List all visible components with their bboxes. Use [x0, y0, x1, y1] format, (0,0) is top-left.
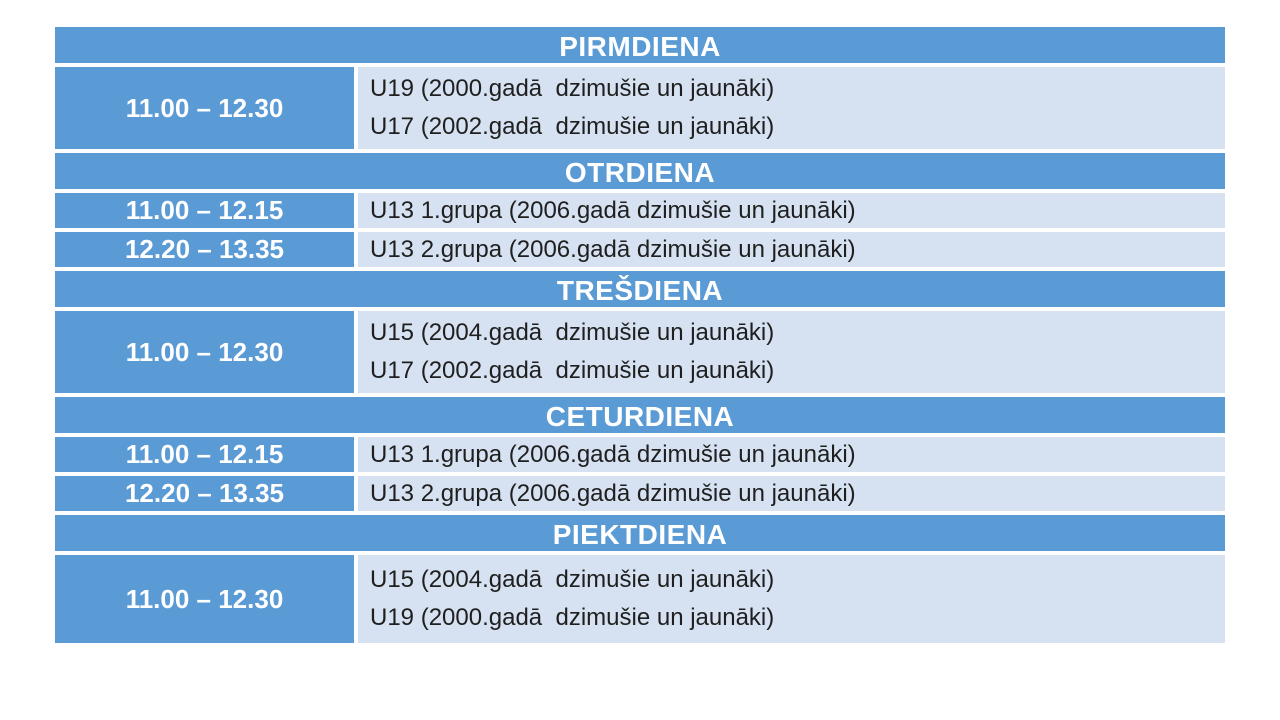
groups-cell: U15 (2004.gadā dzimušie un jaunāki) U19 …	[358, 555, 1225, 643]
group-line: U15 (2004.gadā dzimušie un jaunāki)	[370, 319, 775, 346]
groups-cell: U13 1.grupa (2006.gadā dzimušie un jaunā…	[358, 437, 1225, 472]
day-header-otrdiena: OTRDIENA	[55, 153, 1225, 193]
groups-cell: U15 (2004.gadā dzimušie un jaunāki) U17 …	[358, 311, 1225, 393]
group-line: U13 2.grupa (2006.gadā dzimušie un jaunā…	[370, 235, 856, 263]
group-line: U13 1.grupa (2006.gadā dzimušie un jaunā…	[370, 440, 856, 468]
table-row: 11.00 – 12.30 U15 (2004.gadā dzimušie un…	[55, 555, 1225, 643]
group-line: U13 1.grupa (2006.gadā dzimušie un jaunā…	[370, 196, 856, 224]
table-row: 11.00 – 12.30 U19 (2000.gadā dzimušie un…	[55, 67, 1225, 153]
table-row: 11.00 – 12.15 U13 1.grupa (2006.gadā dzi…	[55, 437, 1225, 476]
schedule-table: PIRMDIENA 11.00 – 12.30 U19 (2000.gadā d…	[55, 27, 1225, 643]
group-line: U17 (2002.gadā dzimušie un jaunāki)	[370, 357, 775, 384]
time-cell: 11.00 – 12.30	[55, 311, 358, 393]
time-cell: 11.00 – 12.15	[55, 437, 358, 472]
group-line: U17 (2002.gadā dzimušie un jaunāki)	[370, 113, 775, 140]
group-line: U15 (2004.gadā dzimušie un jaunāki)	[370, 566, 775, 593]
groups-cell: U13 2.grupa (2006.gadā dzimušie un jaunā…	[358, 232, 1225, 267]
time-cell: 11.00 – 12.30	[55, 67, 358, 149]
time-cell: 11.00 – 12.30	[55, 555, 358, 643]
day-header-pirmdiena: PIRMDIENA	[55, 27, 1225, 67]
group-line: U13 2.grupa (2006.gadā dzimušie un jaunā…	[370, 479, 856, 507]
day-header-tresdiena: TREŠDIENA	[55, 271, 1225, 311]
table-row: 11.00 – 12.30 U15 (2004.gadā dzimušie un…	[55, 311, 1225, 397]
table-row: 12.20 – 13.35 U13 2.grupa (2006.gadā dzi…	[55, 232, 1225, 271]
group-line: U19 (2000.gadā dzimušie un jaunāki)	[370, 604, 775, 631]
day-header-ceturdiena: CETURDIENA	[55, 397, 1225, 437]
table-row: 12.20 – 13.35 U13 2.grupa (2006.gadā dzi…	[55, 476, 1225, 515]
groups-cell: U13 2.grupa (2006.gadā dzimušie un jaunā…	[358, 476, 1225, 511]
group-line: U19 (2000.gadā dzimušie un jaunāki)	[370, 75, 775, 102]
day-header-piektdiena: PIEKTDIENA	[55, 515, 1225, 555]
time-cell: 11.00 – 12.15	[55, 193, 358, 228]
table-row: 11.00 – 12.15 U13 1.grupa (2006.gadā dzi…	[55, 193, 1225, 232]
time-cell: 12.20 – 13.35	[55, 476, 358, 511]
time-cell: 12.20 – 13.35	[55, 232, 358, 267]
groups-cell: U19 (2000.gadā dzimušie un jaunāki) U17 …	[358, 67, 1225, 149]
groups-cell: U13 1.grupa (2006.gadā dzimušie un jaunā…	[358, 193, 1225, 228]
